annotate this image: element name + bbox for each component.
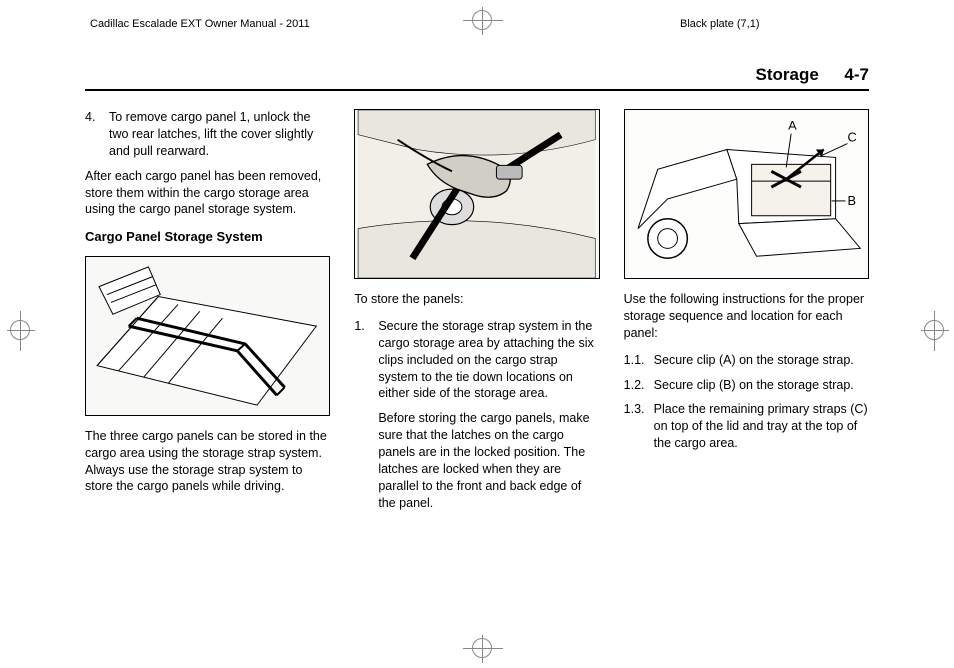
- label-a: A: [788, 118, 797, 133]
- column-3: A C B Use the following instructions for…: [624, 109, 869, 530]
- list-item: 4. To remove cargo panel 1, unlock the t…: [85, 109, 330, 160]
- paragraph: To store the panels:: [354, 291, 599, 308]
- step-text: Secure the storage strap system in the c…: [378, 318, 599, 522]
- figure-truck-bed: A C B: [624, 109, 869, 279]
- list-item: 1.3. Place the remaining primary straps …: [624, 401, 869, 452]
- list-item: 1.1. Secure clip (A) on the storage stra…: [624, 352, 869, 369]
- paragraph: After each cargo panel has been removed,…: [85, 168, 330, 219]
- list-item: 1. Secure the storage strap system in th…: [354, 318, 599, 522]
- page-header: Storage 4-7: [85, 65, 869, 91]
- label-c: C: [847, 130, 856, 145]
- label-b: B: [847, 193, 856, 208]
- step-number: 1.3.: [624, 401, 654, 452]
- column-2: To store the panels: 1. Secure the stora…: [354, 109, 599, 530]
- step-para: Secure the storage strap system in the c…: [378, 318, 599, 402]
- list-item: 1.2. Secure clip (B) on the storage stra…: [624, 377, 869, 394]
- paragraph: The three cargo panels can be stored in …: [85, 428, 330, 496]
- step-number: 1.: [354, 318, 378, 522]
- step-text: Secure clip (A) on the storage strap.: [654, 352, 869, 369]
- figure-cargo-panels: [85, 256, 330, 416]
- section-title: Storage: [756, 65, 819, 84]
- page-content: Storage 4-7 4. To remove cargo panel 1, …: [85, 65, 869, 638]
- columns: 4. To remove cargo panel 1, unlock the t…: [85, 109, 869, 530]
- registration-mark-top: [472, 10, 492, 30]
- registration-mark-bottom: [472, 638, 492, 658]
- step-text: Place the remaining primary straps (C) o…: [654, 401, 869, 452]
- subheading: Cargo Panel Storage System: [85, 228, 330, 246]
- step-number: 1.1.: [624, 352, 654, 369]
- page-number: 4-7: [844, 65, 869, 84]
- registration-mark-right: [924, 320, 944, 340]
- step-para: Before storing the cargo panels, make su…: [378, 410, 599, 511]
- column-1: 4. To remove cargo panel 1, unlock the t…: [85, 109, 330, 530]
- step-number: 1.2.: [624, 377, 654, 394]
- step-text: Secure clip (B) on the storage strap.: [654, 377, 869, 394]
- paragraph: Use the following instructions for the p…: [624, 291, 869, 342]
- step-text: To remove cargo panel 1, unlock the two …: [109, 109, 330, 160]
- print-header-left: Cadillac Escalade EXT Owner Manual - 201…: [90, 18, 310, 30]
- registration-mark-left: [10, 320, 30, 340]
- step-number: 4.: [85, 109, 109, 160]
- figure-strap-clip: [354, 109, 599, 279]
- print-header-right: Black plate (7,1): [680, 18, 759, 30]
